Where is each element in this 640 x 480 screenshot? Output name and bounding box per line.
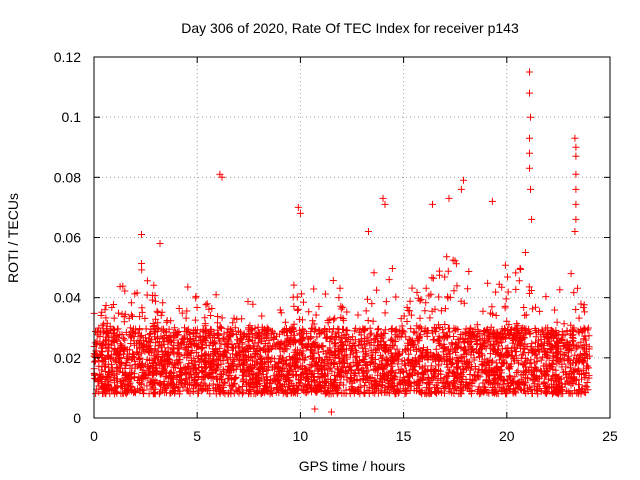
y-axis-label: ROTI / TECUs <box>5 193 21 283</box>
x-tick-label: 5 <box>193 428 201 444</box>
data-points <box>90 68 593 416</box>
x-tick-label: 25 <box>602 428 618 444</box>
chart-title: Day 306 of 2020, Rate Of TEC Index for r… <box>181 20 519 36</box>
y-tick-label: 0 <box>73 410 81 426</box>
x-tick-label: 20 <box>499 428 515 444</box>
y-tick-label: 0.08 <box>54 169 81 185</box>
y-tick-label: 0.12 <box>54 49 81 65</box>
x-tick-label: 10 <box>293 428 309 444</box>
x-tick-label: 0 <box>90 428 98 444</box>
x-tick-label: 15 <box>396 428 412 444</box>
y-tick-label: 0.02 <box>54 350 81 366</box>
y-tick-label: 0.06 <box>54 230 81 246</box>
axis-ticks <box>93 56 611 419</box>
roti-points <box>90 68 593 416</box>
x-tick-labels: 0 5 10 15 20 25 <box>90 428 618 444</box>
y-tick-labels: 0 0.02 0.04 0.06 0.08 0.1 0.12 <box>54 49 81 426</box>
y-tick-label: 0.04 <box>54 290 81 306</box>
x-axis-label: GPS time / hours <box>299 458 406 474</box>
y-tick-label: 0.1 <box>62 109 82 125</box>
